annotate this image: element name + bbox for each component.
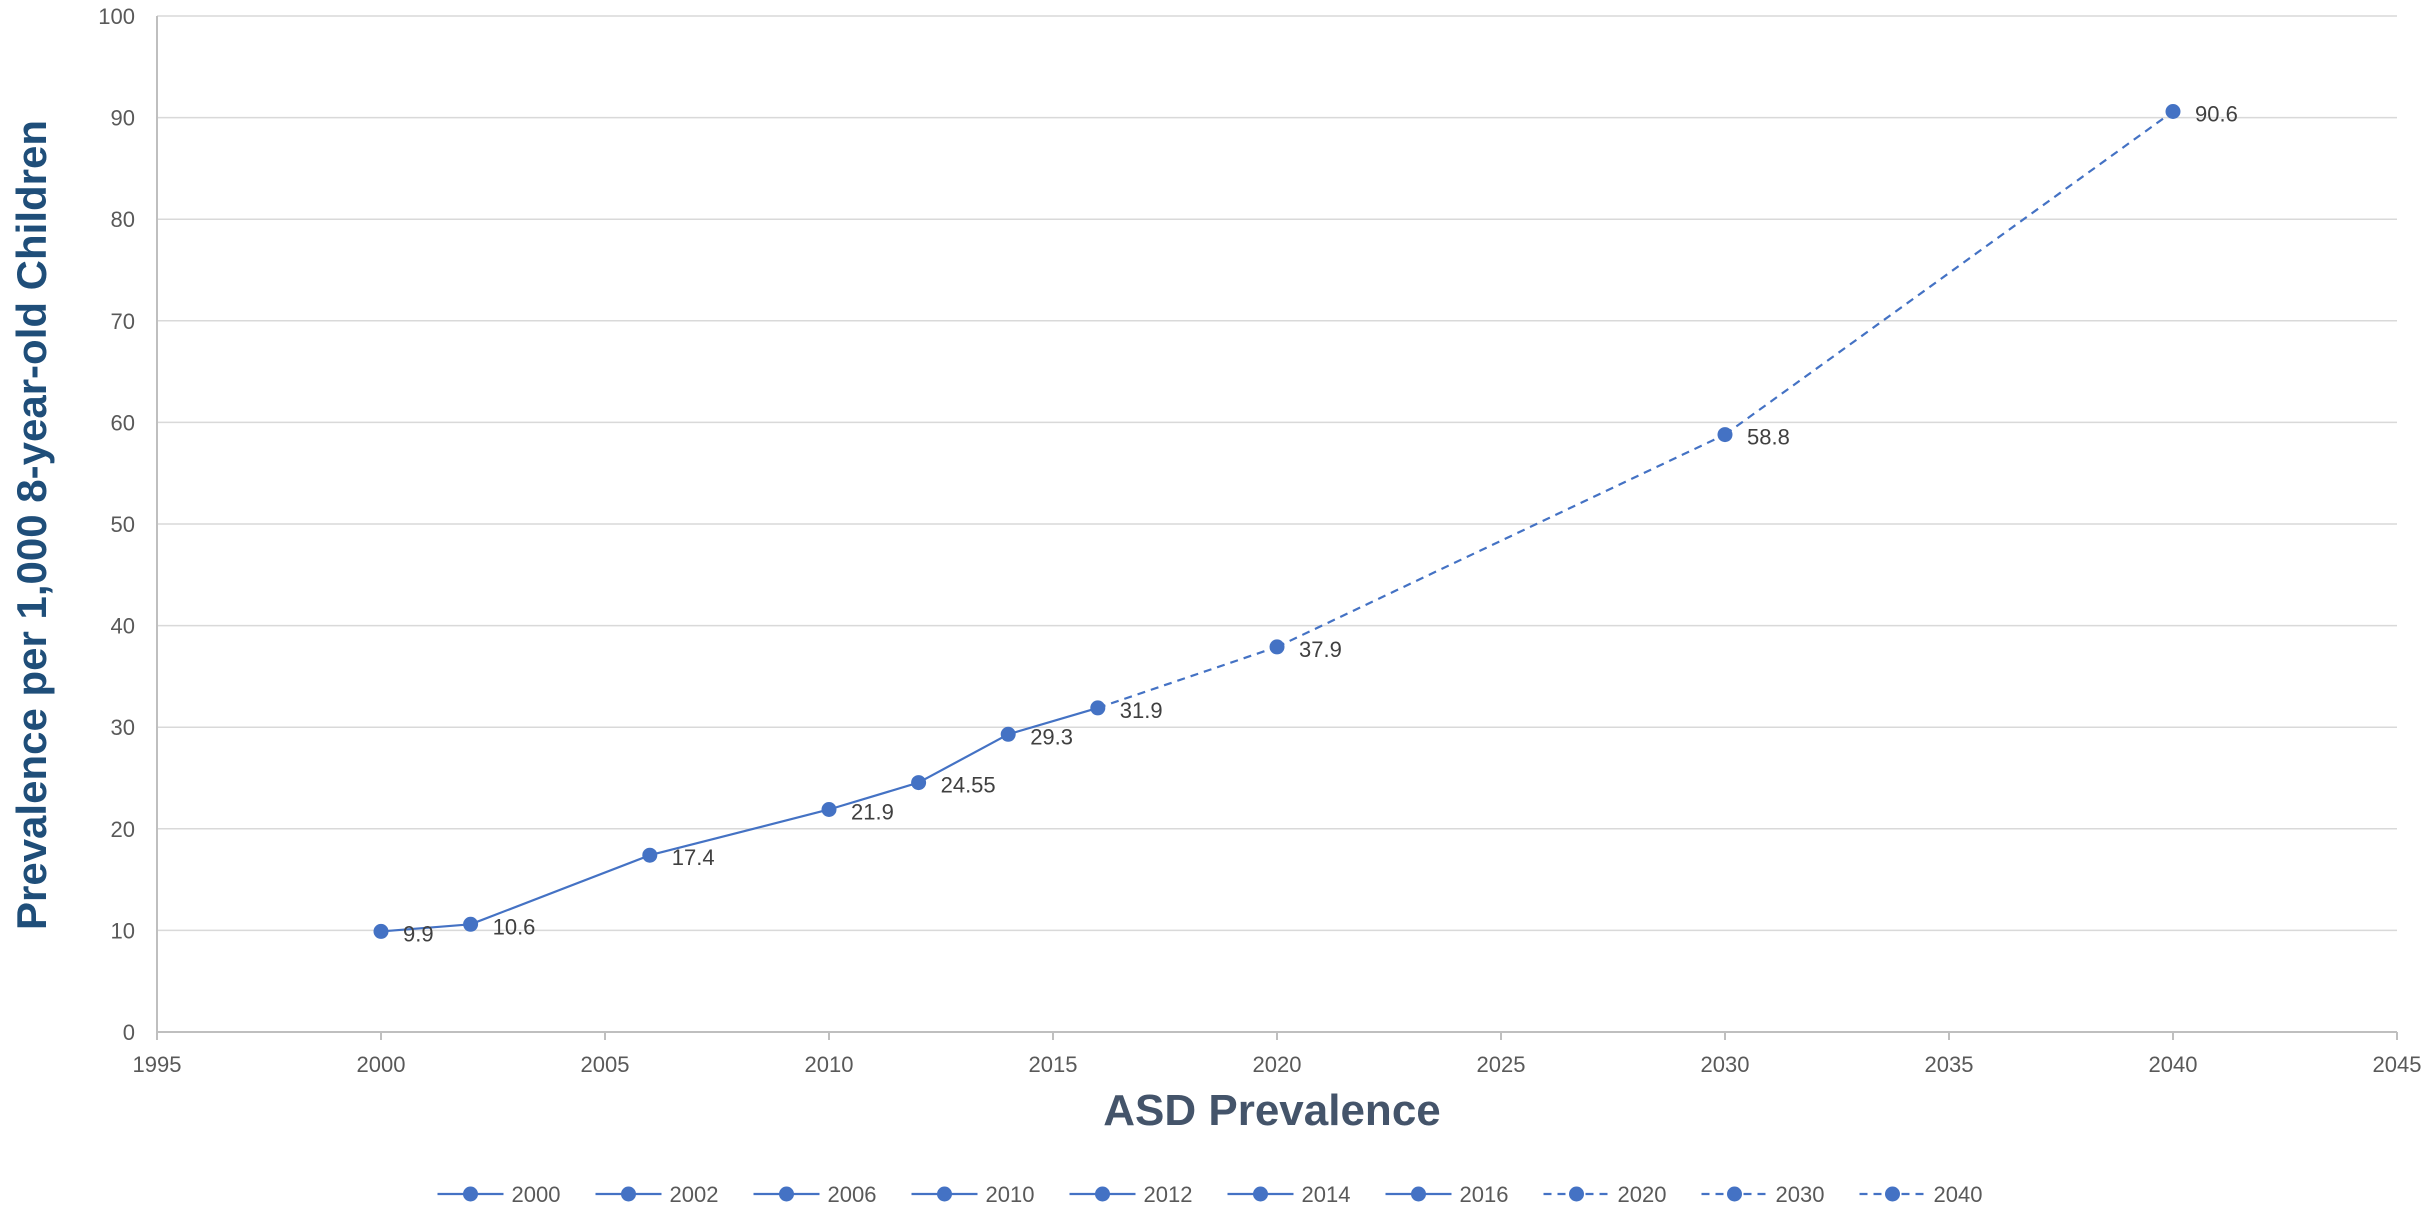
- y-tick-label: 50: [111, 512, 135, 537]
- y-tick-label: 100: [98, 4, 135, 29]
- legend-marker: [779, 1186, 794, 1202]
- x-tick-label: 2040: [2149, 1052, 2198, 1077]
- y-tick-label: 60: [111, 410, 135, 435]
- series-segment: [649, 808, 830, 857]
- legend-item: 2040: [1859, 1182, 1983, 1207]
- legend-label: 2012: [1144, 1182, 1193, 1207]
- x-tick-label: 2035: [1925, 1052, 1974, 1077]
- y-tick-label: 10: [111, 918, 135, 943]
- series-segment: [828, 781, 919, 811]
- data-point: [463, 916, 479, 932]
- legend-marker: [1411, 1186, 1426, 1202]
- x-tick-label: 1995: [133, 1052, 182, 1077]
- legend-item: 2016: [1385, 1182, 1509, 1207]
- data-label: 90.6: [2195, 102, 2238, 127]
- series-segment: [1724, 110, 2174, 436]
- legend-label: 2040: [1934, 1182, 1983, 1207]
- legend-item: 2030: [1701, 1182, 1825, 1207]
- data-label: 9.9: [403, 921, 434, 946]
- y-tick-label: 40: [111, 614, 135, 639]
- y-tick-label: 70: [111, 309, 135, 334]
- legend-label: 2020: [1618, 1182, 1667, 1207]
- y-tick-label: 80: [111, 207, 135, 232]
- series-segment: [1007, 706, 1099, 736]
- data-label: 10.6: [493, 914, 536, 939]
- legend-item: 2000: [437, 1182, 561, 1207]
- data-points: [373, 104, 2181, 939]
- legend-item: 2014: [1227, 1182, 1351, 1207]
- legend-marker: [937, 1186, 952, 1202]
- x-tick-label: 2045: [2373, 1052, 2422, 1077]
- legend-item: 2006: [753, 1182, 877, 1207]
- data-point: [1000, 726, 1016, 742]
- data-label: 24.55: [941, 773, 996, 798]
- data-label: 31.9: [1120, 698, 1163, 723]
- legend-label: 2002: [670, 1182, 719, 1207]
- legend-item: 2002: [595, 1182, 719, 1207]
- y-tick-label: 90: [111, 106, 135, 131]
- x-tick-label: 2015: [1029, 1052, 1078, 1077]
- x-tick-labels: 1995 2000 2005 2010 2015 2020 2025 2030 2035 2040…: [133, 1052, 2422, 1077]
- legend-item: 2020: [1543, 1182, 1667, 1207]
- legend-label: 2014: [1302, 1182, 1351, 1207]
- data-point: [373, 923, 389, 939]
- legend-marker: [1095, 1186, 1110, 1202]
- data-label: 29.3: [1030, 724, 1073, 749]
- legend-label: 2006: [828, 1182, 877, 1207]
- x-tick-label: 2005: [581, 1052, 630, 1077]
- data-point: [1717, 427, 1733, 443]
- series-segment: [1097, 645, 1278, 709]
- legend-label: 2016: [1460, 1182, 1509, 1207]
- legend-item: 2010: [911, 1182, 1035, 1207]
- series-segment: [380, 923, 471, 933]
- legend-label: 2030: [1776, 1182, 1825, 1207]
- x-tick-label: 2010: [805, 1052, 854, 1077]
- data-labels: 9.9 10.6 17.4 21.9 24.55 29.3 31.9 37.9 58.8 90.6: [403, 102, 2238, 947]
- legend-item: 2012: [1069, 1182, 1193, 1207]
- y-tick-label: 0: [123, 1020, 135, 1045]
- data-point: [1269, 639, 1285, 655]
- data-point: [911, 775, 927, 791]
- legend-marker: [1569, 1186, 1584, 1202]
- series-lines: [380, 110, 2174, 933]
- data-point: [2165, 104, 2181, 120]
- gridlines: [157, 15, 2397, 932]
- y-axis-title: Prevalence per 1,000 8-year-old Children: [8, 120, 55, 930]
- data-point: [1090, 700, 1106, 716]
- x-tick-label: 2025: [1477, 1052, 1526, 1077]
- y-tick-labels: 0 10 20 30 40 50 60 70 80 90 100: [98, 4, 135, 1045]
- legend-marker: [1727, 1186, 1742, 1202]
- legend-marker: [1885, 1186, 1900, 1202]
- legend-label: 2000: [512, 1182, 561, 1207]
- data-label: 17.4: [672, 845, 715, 870]
- data-label: 37.9: [1299, 637, 1342, 662]
- series-segment: [1276, 433, 1726, 648]
- series-segment: [918, 733, 1009, 784]
- axes: [156, 16, 2398, 1040]
- legend-marker: [621, 1186, 636, 1202]
- x-tick-label: 2020: [1253, 1052, 1302, 1077]
- legend-marker: [463, 1186, 478, 1202]
- series-segment: [470, 854, 651, 926]
- data-point: [642, 847, 658, 863]
- y-tick-label: 20: [111, 817, 135, 842]
- legend-label: 2010: [986, 1182, 1035, 1207]
- data-label: 21.9: [851, 799, 894, 824]
- x-tick-label: 2000: [357, 1052, 406, 1077]
- x-tick-label: 2030: [1701, 1052, 1750, 1077]
- legend-marker: [1253, 1186, 1268, 1202]
- y-tick-label: 30: [111, 715, 135, 740]
- legend: 2000 2002 2006 2010 2012 2014 2016 2020 2030 2040: [437, 1182, 1983, 1207]
- x-axis-title: ASD Prevalence: [1103, 1086, 1441, 1135]
- data-label: 58.8: [1747, 425, 1790, 450]
- data-point: [821, 801, 837, 817]
